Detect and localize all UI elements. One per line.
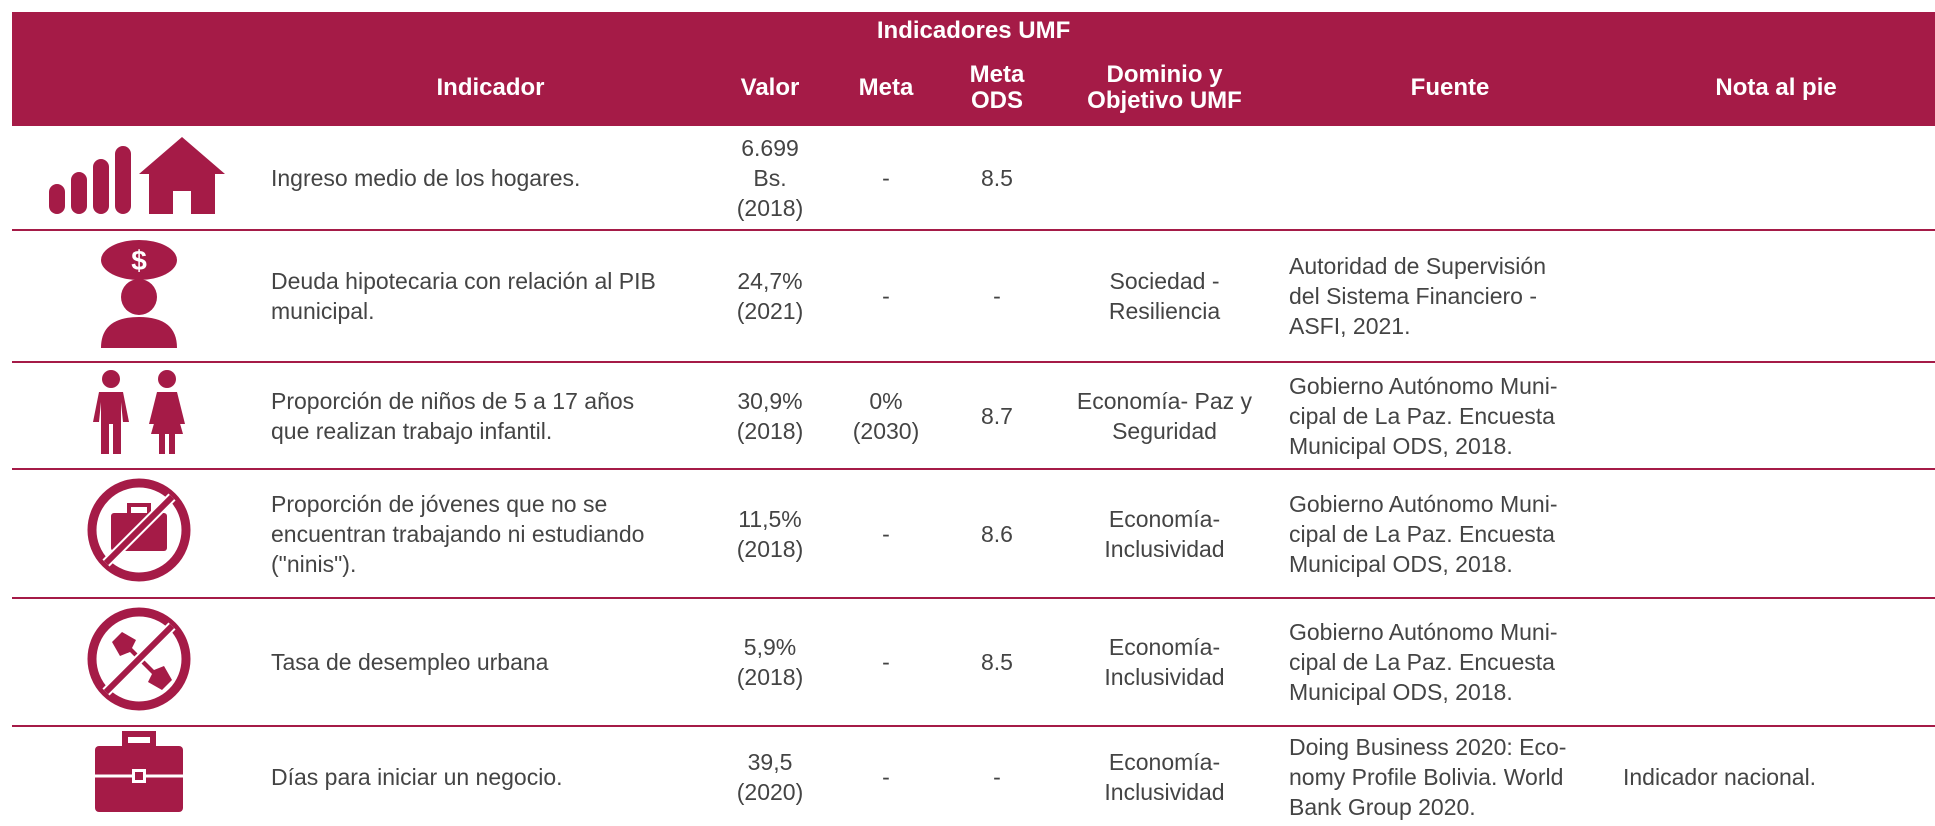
row-icon — [12, 469, 265, 599]
icon-shape — [87, 607, 190, 710]
column-header: Fuente — [1283, 49, 1617, 126]
row-icon — [12, 726, 265, 826]
icon-shape: $ — [131, 245, 147, 276]
cell-nota — [1617, 126, 1935, 231]
icon-header — [12, 49, 265, 126]
column-header: Nota al pie — [1617, 49, 1935, 126]
cell-indicador: Días para iniciar un negocio. — [271, 763, 563, 790]
table-row: Proporción de jóvenes que no se encuentr… — [12, 469, 1935, 599]
table-row: Proporción de niños de 5 a 17 años que r… — [12, 362, 1935, 470]
cell-meta: - — [824, 469, 948, 599]
icon-shape — [103, 494, 174, 566]
cell-indicador: Proporción de jóvenes que no se encuentr… — [265, 469, 716, 599]
column-header: Valor — [716, 49, 824, 126]
row-icon — [12, 126, 265, 231]
cell-valor: 5,9% (2018) — [716, 598, 824, 727]
table-row: Días para iniciar un negocio. 39,5 (2020)… — [12, 726, 1935, 826]
cell-nota: Indicador nacional. — [1623, 763, 1817, 790]
icon-shape — [48, 137, 225, 214]
cell-nota — [1617, 469, 1935, 599]
cell-meta-ods: 8.5 — [948, 598, 1046, 727]
icon-shape — [87, 478, 190, 582]
cell-indicador: Tasa de desempleo urbana — [265, 598, 716, 727]
icon-shape — [138, 137, 225, 214]
icon-shape — [148, 392, 185, 454]
icon-shape — [87, 607, 190, 710]
cell-meta-ods: 8.7 — [948, 362, 1046, 470]
table-title: Indicadores UMF — [12, 12, 1935, 49]
row-icon — [12, 362, 265, 470]
cell-dominio: Economía- Inclusividad — [1046, 598, 1283, 727]
icon-shape — [70, 172, 87, 214]
table-row: Ingreso medio de los hogares. 6.699 Bs. (… — [12, 126, 1935, 231]
cell-nota — [1617, 598, 1935, 727]
indicator-table: Indicadores UMF Indicador Valor Meta Meta O… — [12, 12, 1935, 826]
icon-shape — [48, 184, 65, 214]
cell-fuente: Gobierno Autónomo Muni- cipal de La Paz.… — [1283, 598, 1617, 727]
icon-shape — [103, 623, 174, 694]
icon-shape — [92, 370, 185, 454]
cell-nota — [1617, 230, 1935, 363]
cell-valor: 11,5% (2018) — [716, 469, 824, 599]
cell-meta-ods: - — [993, 763, 1001, 790]
cell-indicador: Deuda hipotecaria con relación al PIB mu… — [265, 230, 716, 363]
icon-shape — [101, 370, 120, 388]
icon-shape — [87, 478, 190, 582]
cell-nota — [1617, 362, 1935, 470]
icon-shape — [157, 370, 176, 388]
cell-fuente: Gobierno Autónomo Muni- cipal de La Paz.… — [1283, 469, 1617, 599]
icon-shape — [94, 731, 183, 812]
cell-dominio: Sociedad - Resiliencia — [1046, 230, 1283, 363]
cell-dominio: Economía- Inclusividad — [1104, 748, 1225, 805]
cell-dominio: Economía- Paz y Seguridad — [1046, 362, 1283, 470]
row-icon: $ — [12, 230, 265, 363]
title-row: Indicadores UMF — [12, 12, 1935, 49]
table-row: Tasa de desempleo urbana 5,9% (2018) -8.5 E… — [12, 598, 1935, 727]
icon-shape — [121, 731, 156, 749]
cell-meta: - — [824, 126, 948, 231]
icon-shape — [100, 317, 177, 348]
icon-shape — [126, 503, 151, 517]
column-header: Dominio y Objetivo UMF — [1046, 49, 1283, 126]
cell-meta: 0% (2030) — [824, 362, 948, 470]
cell-indicador: Ingreso medio de los hogares. — [265, 126, 716, 231]
cell-valor: 6.699 Bs. (2018) — [716, 126, 824, 231]
cell-meta: - — [824, 598, 948, 727]
cell-dominio: Economía- Inclusividad — [1046, 469, 1283, 599]
cell-valor: 24,7% (2021) — [716, 230, 824, 363]
icon-shape: $ — [100, 240, 177, 348]
cell-fuente — [1283, 126, 1617, 231]
table-row: $ Deuda hipotecaria con relación al PIB m… — [12, 230, 1935, 363]
cell-meta-ods: 8.6 — [948, 469, 1046, 599]
cell-dominio — [1046, 126, 1283, 231]
cell-valor: 39,5 (2020) — [736, 748, 804, 805]
cell-meta-ods: 8.5 — [948, 126, 1046, 231]
cell-fuente: Autoridad de Supervisión del Sistema Fin… — [1283, 230, 1617, 363]
cell-fuente: Doing Business 2020: Eco- nomy Profile B… — [1289, 733, 1567, 820]
column-header: Meta — [824, 49, 948, 126]
cell-valor: 30,9% (2018) — [716, 362, 824, 470]
cell-meta: - — [824, 230, 948, 363]
cell-meta-ods: - — [948, 230, 1046, 363]
header-row: Indicador Valor Meta Meta ODS Dominio y Obje… — [12, 49, 1935, 126]
icon-shape — [92, 159, 109, 214]
icon-shape — [100, 240, 177, 280]
icon-shape — [134, 772, 143, 780]
icon-shape — [92, 392, 129, 454]
cell-indicador: Proporción de niños de 5 a 17 años que r… — [265, 362, 716, 470]
icon-shape — [114, 146, 131, 214]
table-body: Ingreso medio de los hogares. 6.699 Bs. (… — [12, 126, 1935, 826]
column-header: Indicador — [265, 49, 716, 126]
icon-shape — [120, 279, 157, 315]
row-icon — [12, 598, 265, 727]
cell-fuente: Gobierno Autónomo Muni- cipal de La Paz.… — [1283, 362, 1617, 470]
cell-meta: - — [882, 763, 890, 790]
column-header: Meta ODS — [948, 49, 1046, 126]
